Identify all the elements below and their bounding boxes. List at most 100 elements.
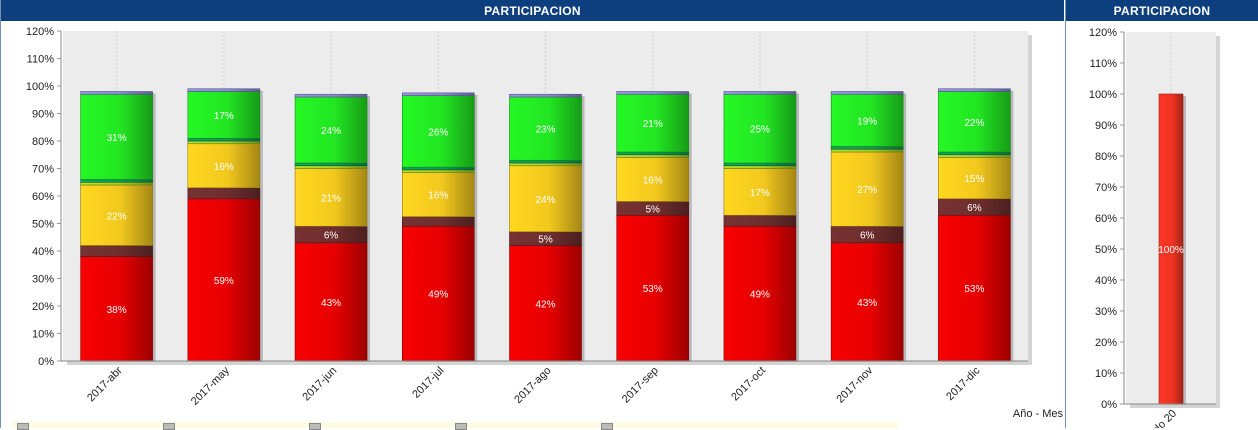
bar-segment[interactable] — [187, 143, 261, 189]
bar-segment[interactable] — [187, 140, 261, 145]
bar-segment[interactable] — [80, 245, 153, 257]
bar-segment[interactable] — [80, 181, 153, 186]
bar-segment[interactable] — [401, 166, 475, 171]
segment-label: 22% — [964, 118, 984, 129]
bar-segment[interactable] — [616, 151, 690, 156]
segment-label: 16% — [428, 191, 448, 202]
bar-segment[interactable] — [938, 214, 1011, 362]
bar-segment[interactable] — [938, 157, 1011, 200]
segment-label: 17% — [214, 111, 234, 122]
y-tick-label: 20% — [32, 301, 54, 313]
bar-segment[interactable] — [294, 168, 368, 227]
bar-segment[interactable] — [80, 179, 153, 183]
bar-segment[interactable] — [938, 154, 1011, 158]
bar-segment[interactable] — [723, 91, 797, 95]
bar-segment[interactable] — [938, 91, 1011, 153]
bar-segment[interactable] — [294, 242, 368, 362]
bar-segment[interactable] — [830, 91, 904, 95]
segment-label: 42% — [535, 299, 555, 310]
segment-label: 6% — [967, 203, 982, 214]
y-tick-label: 120% — [26, 26, 54, 38]
y-tick-label: 60% — [1095, 213, 1117, 225]
bar-segment[interactable] — [723, 214, 797, 227]
y-tick-label: 40% — [1095, 275, 1117, 287]
bar-segment[interactable] — [723, 165, 797, 169]
bar-segment[interactable] — [80, 91, 153, 95]
y-tick-label: 50% — [1095, 244, 1117, 256]
x-tick-label: 2017-abr — [85, 364, 125, 404]
bar-segment[interactable] — [616, 93, 690, 153]
total-bar-chart: 0% 10% 20% 30% 40% 50% 60% 70% 80% 90% 100% 110% 120… — [1089, 27, 1220, 428]
bar-segment[interactable] — [616, 91, 690, 95]
bar-segment[interactable] — [294, 165, 368, 169]
bar-segment[interactable] — [187, 187, 261, 200]
bar-segment[interactable] — [938, 151, 1011, 156]
bar-segment[interactable] — [723, 168, 797, 216]
bar-segment[interactable] — [187, 91, 261, 139]
bar-segment[interactable] — [938, 88, 1011, 92]
legend-swatch[interactable] — [455, 423, 467, 430]
bar-segment[interactable] — [509, 159, 582, 164]
bar-segment[interactable] — [830, 93, 904, 147]
bar-segment[interactable] — [830, 146, 904, 150]
x-tick-label: 2017-jul — [410, 365, 446, 401]
segment-label: 5% — [538, 235, 553, 246]
segment-label: 27% — [857, 185, 877, 196]
bar-segment[interactable] — [80, 256, 153, 362]
bar-segment[interactable] — [80, 93, 153, 180]
segment-label: 16% — [643, 176, 663, 187]
bar-segment[interactable] — [401, 92, 475, 96]
bar-segment[interactable] — [509, 96, 582, 161]
legend-swatch[interactable] — [309, 423, 321, 430]
bar-segment[interactable] — [723, 225, 797, 362]
bar-segment[interactable] — [401, 95, 475, 168]
segment-label: 59% — [214, 276, 234, 287]
legend-swatch[interactable] — [17, 423, 29, 430]
bar-segment[interactable] — [294, 93, 368, 98]
bar-segment[interactable] — [509, 93, 582, 98]
bar-segment[interactable] — [830, 151, 904, 227]
bar-segment[interactable] — [401, 216, 475, 227]
bar-segment[interactable] — [401, 169, 475, 173]
segment-label: 6% — [860, 231, 875, 242]
bar-segment[interactable] — [509, 165, 582, 233]
y-tick-label: 70% — [32, 164, 54, 176]
bar-segment[interactable] — [187, 88, 261, 92]
y-tick-label: 100% — [1089, 89, 1117, 101]
legend-swatch[interactable] — [163, 423, 175, 430]
segment-label: 16% — [214, 162, 234, 173]
bar-segment[interactable] — [294, 96, 368, 164]
segment-label: 43% — [857, 298, 877, 309]
y-tick-label: 100% — [26, 81, 54, 93]
total-chart-title: PARTICIPACION — [1066, 0, 1258, 21]
segment-label: 21% — [321, 193, 341, 204]
segment-label: 53% — [643, 284, 663, 295]
y-tick-label: 20% — [1095, 337, 1117, 349]
y-tick-label: 90% — [1095, 120, 1117, 132]
bar-segment[interactable] — [616, 157, 690, 202]
segment-label: 22% — [107, 211, 127, 222]
segment-label: 26% — [428, 127, 448, 138]
bar-segment[interactable] — [294, 162, 368, 167]
y-tick-label: 80% — [1095, 151, 1117, 163]
bar-segment[interactable] — [723, 93, 797, 164]
x-tick-label: 2017-dic — [944, 364, 983, 403]
legend-swatch[interactable] — [601, 423, 613, 430]
segment-label: 25% — [750, 125, 770, 136]
bar-segment[interactable] — [187, 198, 261, 362]
bar-segment[interactable] — [509, 162, 582, 167]
y-tick-label: 10% — [1095, 368, 1117, 380]
bar-segment[interactable] — [509, 245, 582, 362]
segment-label: 100% — [1158, 245, 1184, 256]
bar-segment[interactable] — [723, 162, 797, 167]
bar-segment[interactable] — [616, 154, 690, 158]
bar-segment[interactable] — [616, 214, 690, 362]
segment-label: 53% — [964, 284, 984, 295]
bar-segment[interactable] — [830, 148, 904, 153]
segment-label: 21% — [643, 119, 663, 130]
y-tick-label: 80% — [32, 136, 54, 148]
y-tick-label: 30% — [32, 274, 54, 286]
bar-segment[interactable] — [830, 242, 904, 362]
bar-segment[interactable] — [187, 137, 261, 142]
y-tick-label: 10% — [32, 329, 54, 341]
